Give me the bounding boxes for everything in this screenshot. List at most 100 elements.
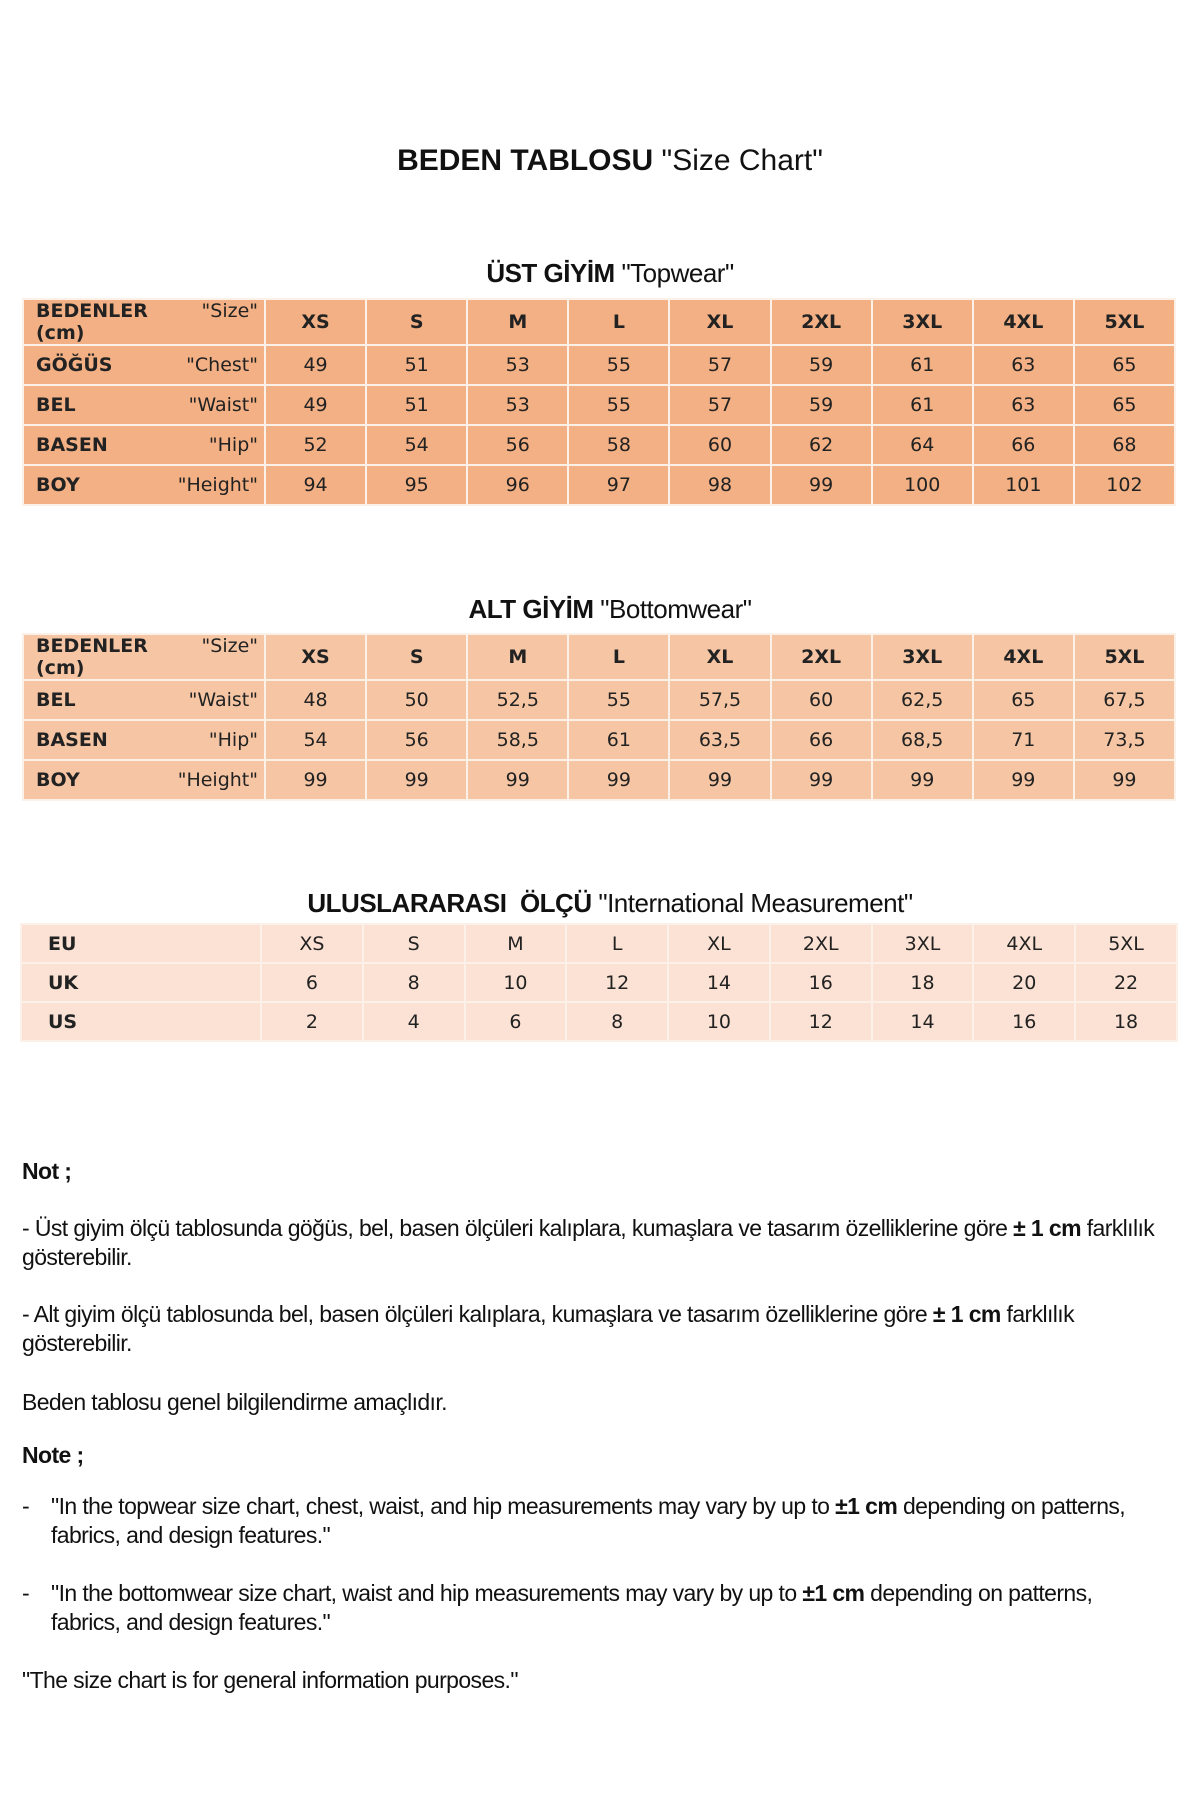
row-label: "Height" BOY	[22, 759, 266, 801]
measurement-cell: 60	[668, 424, 772, 466]
title-tr: BEDEN TABLOSU	[397, 144, 654, 177]
measurement-cell: 97	[567, 464, 671, 506]
measurement-cell: 55	[567, 384, 671, 426]
measurement-cell: 52,5	[466, 679, 570, 721]
size-cell: 16	[972, 1001, 1077, 1042]
label-tr: BEL	[36, 689, 76, 711]
international-heading: ULUSLARARASI ÖLÇÜ "International Measure…	[0, 888, 1200, 919]
topwear-heading-tr: ÜST GİYİM	[486, 258, 615, 288]
measurement-cell: 99	[466, 759, 570, 801]
size-cell: L	[565, 923, 670, 964]
table-row: "Chest" GÖĞÜS 49 51 53 55 57 59 61 63 65	[22, 344, 1177, 386]
size-header: M	[466, 633, 570, 681]
label-en: "Waist"	[188, 394, 258, 416]
measurement-cell: 65	[1072, 384, 1177, 426]
row-label: "Size" BEDENLER (cm)	[22, 633, 266, 681]
measurement-cell: 55	[567, 344, 671, 386]
region-label: US	[20, 1001, 262, 1042]
measurement-cell: 73,5	[1072, 719, 1177, 761]
size-header: S	[365, 633, 469, 681]
row-label: "Hip" BASEN	[22, 424, 266, 466]
measurement-cell: 99	[365, 759, 469, 801]
label-tr: BEL	[36, 394, 76, 416]
measurement-cell: 59	[769, 384, 873, 426]
measurement-cell: 59	[769, 344, 873, 386]
label-en: "Chest"	[186, 354, 258, 376]
row-label: "Height" BOY	[22, 464, 266, 506]
label-tr: BOY	[36, 769, 80, 791]
label-en: "Height"	[177, 769, 258, 791]
size-cell: 22	[1074, 962, 1178, 1003]
label-en: "Hip"	[208, 434, 258, 456]
topwear-heading-en: "Topwear"	[621, 258, 734, 288]
size-header: S	[365, 298, 469, 346]
header-row: "Size" BEDENLER (cm) XS S M L XL 2XL 3XL 4XL 5XL	[22, 633, 1177, 681]
label-en: "Height"	[177, 474, 258, 496]
measurement-cell: 95	[365, 464, 469, 506]
measurement-cell: 62,5	[870, 679, 974, 721]
measurement-cell: 60	[769, 679, 873, 721]
measurement-cell: 61	[870, 344, 974, 386]
size-cell: 12	[768, 1001, 873, 1042]
row-label: "Waist" BEL	[22, 679, 266, 721]
size-cell: 5XL	[1074, 923, 1178, 964]
measurement-cell: 99	[971, 759, 1075, 801]
size-cell: 3XL	[870, 923, 975, 964]
size-header: XL	[668, 633, 772, 681]
measurement-cell: 99	[769, 759, 873, 801]
label-tr: BEDENLER (cm)	[36, 300, 148, 344]
notes-en-heading-text: Note ;	[22, 1442, 84, 1468]
label-en: "Hip"	[208, 729, 258, 751]
size-cell: S	[361, 923, 466, 964]
measurement-cell: 99	[870, 759, 974, 801]
measurement-cell: 62	[769, 424, 873, 466]
measurement-cell: 65	[1072, 344, 1177, 386]
size-cell: M	[463, 923, 568, 964]
size-cell: XL	[667, 923, 771, 964]
size-cell: 18	[1074, 1001, 1178, 1042]
size-cell: 16	[768, 962, 873, 1003]
table-row: EU XS S M L XL 2XL 3XL 4XL 5XL	[20, 923, 1178, 964]
size-cell: 14	[667, 962, 771, 1003]
row-label: "Hip" BASEN	[22, 719, 266, 761]
size-cell: 6	[463, 1001, 568, 1042]
note-text: - Alt giyim ölçü tablosunda bel, basen ö…	[22, 1301, 933, 1327]
measurement-cell: 52	[263, 424, 368, 466]
label-tr: BASEN	[36, 729, 108, 751]
measurement-cell: 50	[365, 679, 469, 721]
measurement-cell: 51	[365, 384, 469, 426]
measurement-cell: 48	[263, 679, 368, 721]
measurement-cell: 96	[466, 464, 570, 506]
size-header: L	[567, 298, 671, 346]
notes-tr-heading: Not ;	[22, 1157, 1172, 1186]
topwear-size-table: "Size" BEDENLER (cm) XS S M L XL 2XL 3XL 4XL 5XL "C…	[22, 298, 1177, 506]
measurement-cell: 54	[365, 424, 469, 466]
measurement-cell: 99	[567, 759, 671, 801]
note-en-topwear: - "In the topwear size chart, chest, wais…	[22, 1492, 1172, 1550]
size-cell: 10	[667, 1001, 771, 1042]
row-label: "Size" BEDENLER (cm)	[22, 298, 266, 346]
table-row: "Height" BOY 94 95 96 97 98 99 100 101 102	[22, 464, 1177, 506]
measurement-cell: 63,5	[668, 719, 772, 761]
measurement-cell: 71	[971, 719, 1075, 761]
note-text-end: depending on patterns, fabrics, and desi…	[51, 1580, 1093, 1635]
note-bold: ±1 cm	[835, 1493, 898, 1519]
measurement-cell: 61	[870, 384, 974, 426]
table-row: UK 6 8 10 12 14 16 18 20 22	[20, 962, 1178, 1003]
measurement-cell: 53	[466, 384, 570, 426]
measurement-cell: 68,5	[870, 719, 974, 761]
measurement-cell: 49	[263, 344, 368, 386]
label-en: "Size"	[201, 300, 258, 322]
size-header: 4XL	[971, 298, 1075, 346]
region-label: EU	[20, 923, 262, 964]
measurement-cell: 101	[971, 464, 1075, 506]
international-heading-en: "International Measurement"	[598, 888, 913, 918]
size-cell: XS	[260, 923, 364, 964]
size-header: 3XL	[870, 633, 974, 681]
measurement-cell: 49	[263, 384, 368, 426]
table-row: "Waist" BEL 48 50 52,5 55 57,5 60 62,5 65 67,5	[22, 679, 1177, 721]
row-label: "Chest" GÖĞÜS	[22, 344, 266, 386]
measurement-cell: 64	[870, 424, 974, 466]
size-header: XS	[263, 633, 368, 681]
measurement-cell: 68	[1072, 424, 1177, 466]
